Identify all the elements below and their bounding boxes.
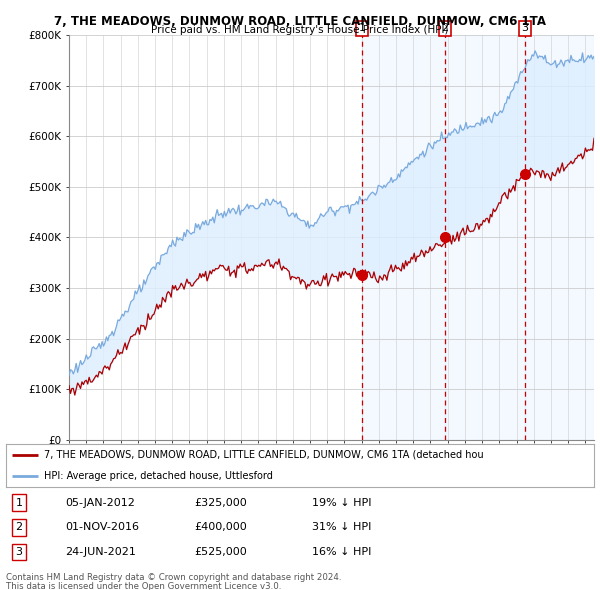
Text: This data is licensed under the Open Government Licence v3.0.: This data is licensed under the Open Gov…: [6, 582, 281, 590]
Text: 2: 2: [16, 523, 22, 532]
Text: £525,000: £525,000: [194, 548, 247, 558]
Text: 05-JAN-2012: 05-JAN-2012: [65, 497, 134, 507]
Bar: [525, 35, 594, 440]
Text: 1: 1: [359, 24, 366, 34]
Bar: [445, 35, 525, 440]
Text: 1: 1: [16, 497, 22, 507]
Text: 3: 3: [521, 24, 529, 34]
Text: 2: 2: [442, 24, 448, 34]
Text: 31% ↓ HPI: 31% ↓ HPI: [312, 523, 371, 532]
Text: 24-JUN-2021: 24-JUN-2021: [65, 548, 136, 558]
Text: 01-NOV-2016: 01-NOV-2016: [65, 523, 139, 532]
Text: HPI: Average price, detached house, Uttlesford: HPI: Average price, detached house, Uttl…: [44, 471, 273, 481]
Text: 16% ↓ HPI: 16% ↓ HPI: [312, 548, 371, 558]
Text: 19% ↓ HPI: 19% ↓ HPI: [312, 497, 371, 507]
Text: £325,000: £325,000: [194, 497, 247, 507]
Text: 7, THE MEADOWS, DUNMOW ROAD, LITTLE CANFIELD, DUNMOW, CM6 1TA (detached hou: 7, THE MEADOWS, DUNMOW ROAD, LITTLE CANF…: [44, 450, 484, 460]
Text: Price paid vs. HM Land Registry's House Price Index (HPI): Price paid vs. HM Land Registry's House …: [151, 25, 449, 35]
Text: £400,000: £400,000: [194, 523, 247, 532]
Text: 3: 3: [16, 548, 22, 558]
Text: Contains HM Land Registry data © Crown copyright and database right 2024.: Contains HM Land Registry data © Crown c…: [6, 573, 341, 582]
Text: 7, THE MEADOWS, DUNMOW ROAD, LITTLE CANFIELD, DUNMOW, CM6 1TA: 7, THE MEADOWS, DUNMOW ROAD, LITTLE CANF…: [54, 15, 546, 28]
Bar: [362, 35, 445, 440]
